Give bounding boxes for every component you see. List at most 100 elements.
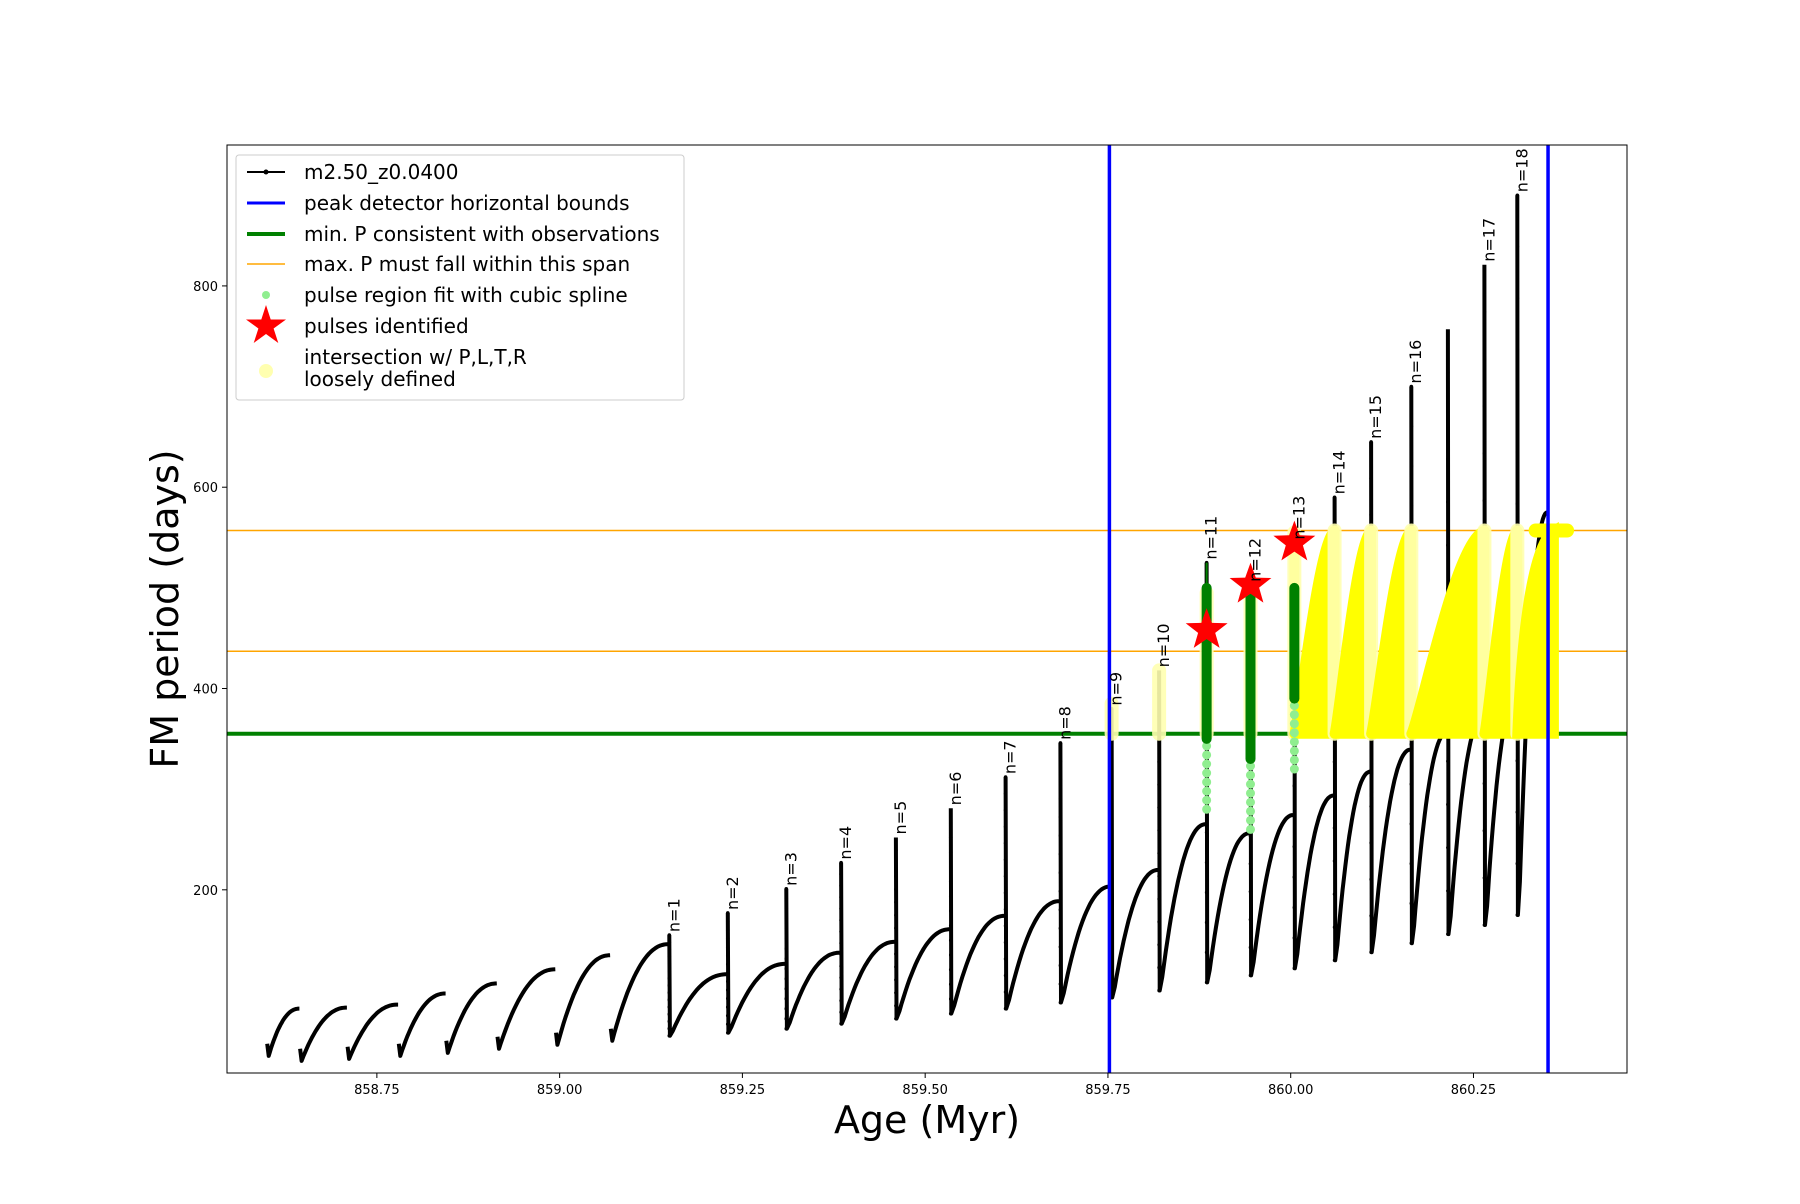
pulse-number-label: n=14: [1330, 450, 1349, 494]
pulse-identified-star: [1229, 562, 1272, 603]
legend-label-series: m2.50_z0.0400: [304, 160, 459, 184]
pulse-number-labels: n=1 n=2 n=3 n=4 n=5 n=6 n=7 n=8 n=9 n=10 n=11 n=12 n…: [664, 148, 1531, 932]
series-point: [667, 969, 672, 973]
series-point: [1248, 889, 1253, 894]
series-point: [839, 895, 843, 899]
series-point: [784, 1026, 789, 1031]
series-point: [1409, 424, 1414, 429]
series-point: [1446, 889, 1450, 893]
series-point: [1332, 760, 1337, 764]
series-point: [1446, 543, 1450, 548]
series-point: [1446, 500, 1450, 504]
series-point: [1515, 347, 1520, 352]
series-point: [948, 953, 953, 957]
series-point: [667, 1005, 672, 1009]
x-tick-label: 859.25: [720, 1083, 766, 1098]
series-point: [1446, 802, 1450, 807]
series-point: [784, 1016, 789, 1021]
pulse-number-label: n=8: [1055, 706, 1074, 740]
series-point: [725, 1005, 730, 1009]
series-point: [1515, 810, 1520, 814]
series-point: [839, 883, 843, 888]
series-point: [1157, 920, 1161, 924]
series-point: [667, 1033, 672, 1038]
series-point: [1292, 966, 1297, 971]
series-point: [1003, 1006, 1008, 1011]
series-point: [1446, 370, 1450, 375]
series-point: [725, 996, 730, 1001]
series-point: [784, 897, 789, 901]
series-point: [1409, 861, 1414, 866]
series-point: [784, 887, 789, 891]
series-point: [725, 953, 730, 958]
spline-fit-point: [1289, 710, 1299, 720]
x-tick-label: 860.00: [1268, 1083, 1314, 1098]
spline-fit-point: [1202, 759, 1212, 769]
series-point: [1332, 925, 1337, 930]
pulse-number-label: n=17: [1479, 218, 1498, 262]
series-point: [839, 929, 843, 934]
pulse-number-label: n=13: [1289, 496, 1308, 540]
series-point: [1446, 413, 1450, 418]
series-point: [1292, 844, 1297, 849]
series-point: [1409, 504, 1414, 508]
series-point: [667, 998, 672, 1002]
spline-fit-point: [1202, 795, 1212, 805]
series-point: [948, 997, 953, 1001]
series-point: [1482, 923, 1487, 927]
series-point: [948, 835, 953, 840]
series-point: [1003, 824, 1008, 829]
series-point: [1515, 450, 1520, 455]
series-point: [1058, 1000, 1063, 1005]
spline-fit-point: [1289, 737, 1299, 747]
series-point: [667, 933, 672, 937]
series-point: [1058, 833, 1063, 838]
series-point: [948, 967, 953, 972]
series-point: [725, 936, 730, 941]
series-point: [1157, 874, 1161, 878]
series-point: [948, 821, 953, 825]
series-point: [839, 872, 843, 876]
series-point: [725, 919, 730, 924]
series-point: [1058, 945, 1063, 949]
series-point: [894, 861, 898, 866]
series-point: [1157, 805, 1161, 810]
series-point: [1003, 891, 1008, 895]
series-point: [839, 975, 843, 980]
series-point: [1157, 760, 1161, 764]
series-point: [1248, 861, 1253, 866]
legend-marker-spline: [262, 291, 270, 299]
series-point: [1515, 758, 1520, 763]
series-point: [784, 976, 789, 981]
y-tick-label: 400: [193, 683, 218, 698]
series-point: [725, 1022, 730, 1026]
series-point: [1248, 973, 1253, 978]
spline-fit-point: [1245, 824, 1255, 834]
series-point: [1157, 988, 1161, 993]
series-point: [1482, 404, 1487, 409]
pulse-number-label: n=3: [781, 852, 800, 886]
series-point: [1157, 782, 1161, 787]
series-point: [1058, 982, 1063, 986]
series-point: [1003, 775, 1008, 779]
series-point: [667, 1019, 672, 1024]
series-point: [1058, 778, 1063, 782]
legend-marker-pulses-star: [246, 305, 286, 343]
series-point: [725, 928, 730, 932]
series-point: [1446, 457, 1450, 461]
series-point: [1003, 940, 1008, 945]
spline-fit-point: [1202, 750, 1212, 760]
series-point: [1409, 742, 1414, 747]
pulse-number-label: n=6: [946, 772, 965, 806]
spline-fit-point: [1289, 764, 1299, 774]
series-point: [1369, 950, 1373, 955]
y-tick-label: 200: [193, 884, 218, 899]
series-point: [948, 894, 953, 899]
series-point: [1482, 781, 1487, 786]
pulse-number-label: n=7: [1001, 740, 1020, 774]
y-tick-label: 800: [193, 280, 218, 295]
x-tick-label: 859.50: [902, 1083, 948, 1098]
series-point: [894, 874, 898, 879]
series-point: [667, 947, 672, 952]
